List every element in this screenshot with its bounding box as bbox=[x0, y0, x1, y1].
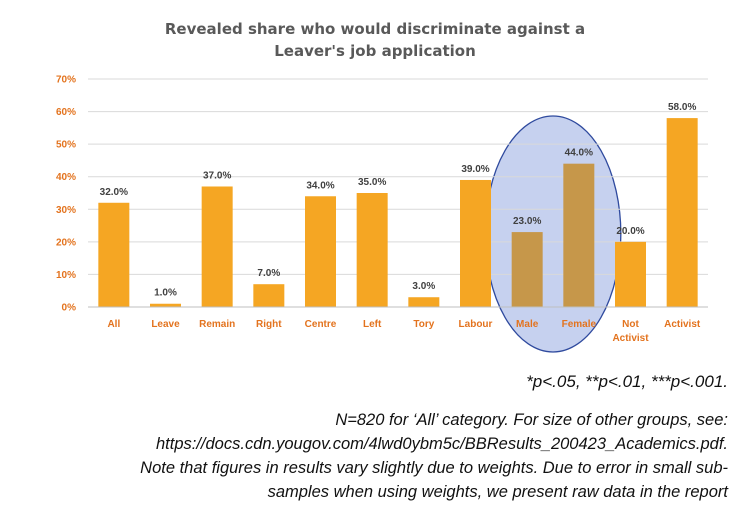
highlight-ellipse bbox=[484, 115, 622, 353]
data-label: 39.0% bbox=[461, 164, 489, 175]
data-label: 32.0% bbox=[100, 187, 128, 198]
bar bbox=[201, 186, 233, 307]
footnote-line: N=820 for ‘All’ category. For size of ot… bbox=[335, 411, 728, 429]
x-tick-label: Labour bbox=[459, 319, 493, 330]
x-tick-label: Male bbox=[516, 319, 539, 330]
y-tick-label: 60% bbox=[56, 107, 76, 118]
significance-note: *p<.05, **p<.01, ***p<.001. bbox=[526, 372, 728, 391]
chart-title-line2: Leaver's job application bbox=[274, 42, 476, 60]
bar bbox=[98, 202, 130, 307]
bar bbox=[253, 284, 285, 307]
x-tick-label: Left bbox=[363, 319, 382, 330]
x-tick-label: Remain bbox=[199, 319, 235, 330]
bar-chart: 0% 10% 20% 30% 40% 50% 60% 70% 32.0% All 1.0% Leave… bbox=[56, 75, 708, 353]
footnote: N=820 for ‘All’ category. For size of ot… bbox=[28, 408, 728, 504]
data-label: 1.0% bbox=[154, 288, 177, 299]
y-tick-label: 20% bbox=[56, 237, 76, 248]
bar bbox=[305, 196, 336, 307]
footnote-line: samples when using weights, we present r… bbox=[267, 483, 728, 501]
data-label: 34.0% bbox=[306, 180, 334, 191]
x-tick-label-line: Not bbox=[622, 319, 639, 330]
x-tick-label: Centre bbox=[305, 319, 337, 330]
x-tick-label: Female bbox=[562, 319, 597, 330]
x-tick-label: Right bbox=[256, 319, 282, 330]
bar bbox=[563, 163, 595, 307]
data-label: 44.0% bbox=[565, 148, 593, 159]
chart-title: Revealed share who would discriminate ag… bbox=[140, 18, 610, 62]
y-tick-label: 70% bbox=[56, 75, 76, 86]
data-label: 35.0% bbox=[358, 177, 386, 188]
footnote-line: Note that figures in results vary slight… bbox=[140, 459, 728, 477]
bar bbox=[666, 118, 698, 307]
bar bbox=[460, 179, 491, 307]
x-tick-label: Leave bbox=[151, 319, 180, 330]
data-label: 23.0% bbox=[513, 216, 541, 227]
bar bbox=[150, 303, 181, 307]
data-label: 58.0% bbox=[668, 102, 696, 113]
y-tick-label: 40% bbox=[56, 172, 76, 183]
y-tick-label: 30% bbox=[56, 205, 76, 216]
y-tick-label: 50% bbox=[56, 140, 76, 151]
footnote-line: https://docs.cdn.yougov.com/4lwd0ybm5c/B… bbox=[155, 435, 728, 453]
x-tick-label: All bbox=[107, 319, 120, 330]
bar bbox=[615, 241, 646, 307]
data-label: 7.0% bbox=[257, 268, 280, 279]
data-label: 3.0% bbox=[412, 281, 435, 292]
x-tick-label: Not Activist bbox=[612, 319, 649, 344]
chart-title-line1: Revealed share who would discriminate ag… bbox=[164, 20, 586, 38]
y-tick-label: 10% bbox=[56, 270, 76, 281]
data-label: 20.0% bbox=[616, 226, 644, 237]
x-tick-label: Tory bbox=[413, 319, 434, 330]
y-tick-label: 0% bbox=[62, 303, 77, 314]
bar bbox=[511, 232, 543, 307]
bar bbox=[356, 193, 388, 307]
bar bbox=[408, 297, 440, 307]
x-tick-label: Activist bbox=[664, 319, 701, 330]
x-tick-label-line: Activist bbox=[612, 333, 649, 344]
data-label: 37.0% bbox=[203, 170, 231, 181]
